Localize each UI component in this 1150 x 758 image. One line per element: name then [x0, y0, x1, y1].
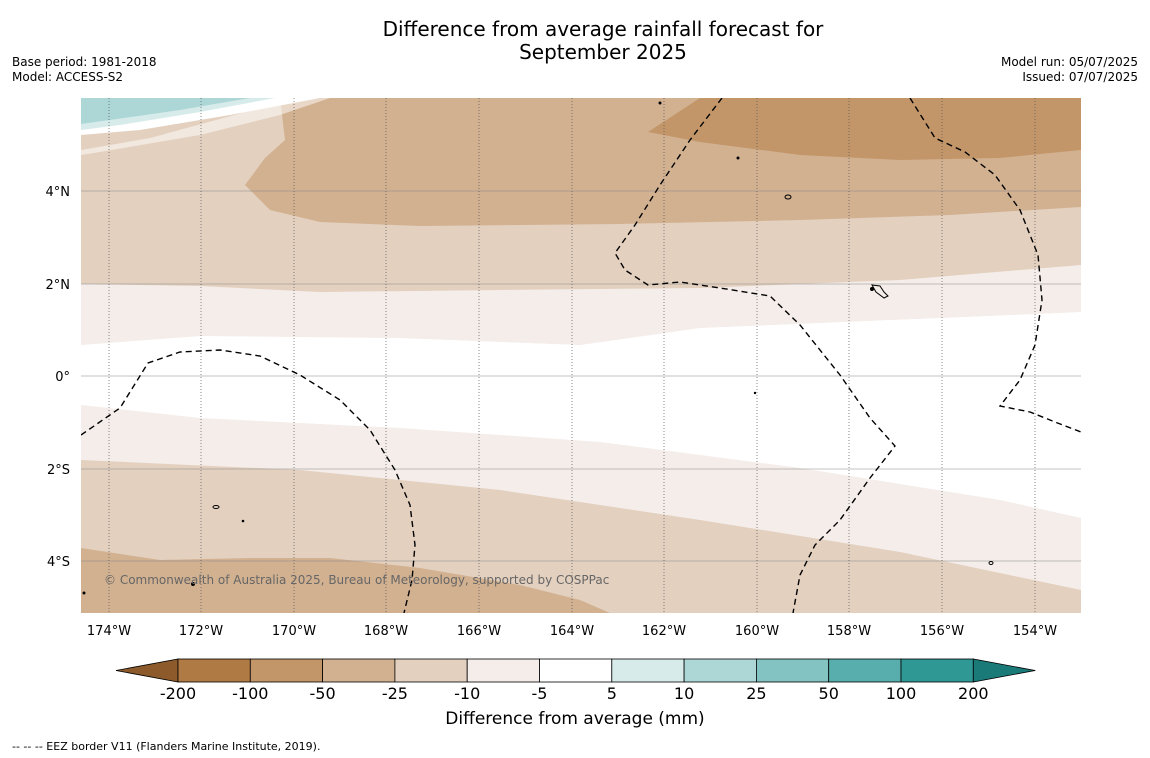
- islands: [82, 101, 994, 595]
- colorbar-tick-label: -25: [382, 684, 408, 703]
- colorbar-tick-label: -5: [532, 684, 548, 703]
- lon-label-174w: 174°W: [87, 624, 131, 639]
- copyright-text: © Commonwealth of Australia 2025, Bureau…: [104, 573, 609, 587]
- lon-label-168w: 168°W: [364, 624, 408, 639]
- model-name: Model: ACCESS-S2: [12, 70, 124, 84]
- colorbar-tick-label: 5: [607, 684, 617, 703]
- colorbar-tick-label: -200: [160, 684, 196, 703]
- lon-label-162w: 162°W: [642, 624, 686, 639]
- map-title: Difference from average rainfall forecas…: [0, 18, 1150, 64]
- issued-date: Issued: 07/07/2025: [1022, 70, 1138, 84]
- colorbar-extend-high: [972, 658, 1036, 683]
- lon-label-166w: 166°W: [457, 624, 501, 639]
- lat-label-4s: 4°S: [47, 555, 70, 570]
- title-line-1: Difference from average rainfall forecas…: [382, 17, 824, 41]
- colorbar-tick-label: -100: [232, 684, 268, 703]
- colorbar-extend-low: [115, 658, 179, 683]
- lat-label-2n: 2°N: [46, 278, 71, 293]
- lat-label-2s: 2°S: [47, 463, 70, 478]
- colorbar: -200 -100 -50 -25 -10 -5 5 10 25 50 100 200: [115, 658, 1036, 703]
- band-south-minus25: [81, 548, 610, 613]
- band-white-strip: [81, 98, 330, 155]
- band-plus10: [81, 98, 250, 124]
- colorbar-tick-label: 200: [958, 684, 989, 703]
- meta-right: Model run: 05/07/2025 Issued: 07/07/2025: [1001, 55, 1138, 85]
- lon-label-170w: 170°W: [272, 624, 316, 639]
- colorbar-tick-label: 100: [886, 684, 917, 703]
- colorbar-segment: [611, 658, 685, 683]
- eez-borders: [81, 98, 1081, 613]
- graticule: [81, 190, 1081, 562]
- lon-label-156w: 156°W: [920, 624, 964, 639]
- band-minus50: [648, 98, 1081, 160]
- colorbar-title: Difference from average (mm): [445, 709, 705, 729]
- meridians: [108, 98, 1036, 613]
- lat-labels: 4°N 2°N 0° 2°S 4°S: [46, 185, 71, 570]
- eez-footnote: -- -- -- EEZ border V11 (Flanders Marine…: [12, 740, 321, 753]
- lon-label-164w: 164°W: [550, 624, 594, 639]
- map-field: © Commonwealth of Australia 2025, Bureau…: [81, 98, 1081, 613]
- colorbar-segment: [249, 658, 324, 683]
- colorbar-segment: [322, 658, 396, 683]
- colorbar-segment: [683, 658, 757, 683]
- colorbar-segment: [394, 658, 468, 683]
- model-run: Model run: 05/07/2025: [1000, 55, 1138, 69]
- lat-label-0: 0°: [55, 370, 70, 385]
- lon-label-172w: 172°W: [179, 624, 223, 639]
- colorbar-segment: [539, 658, 613, 683]
- colorbar-tick-label: 10: [674, 684, 694, 703]
- colorbar-tick-label: 25: [746, 684, 766, 703]
- colorbar-segment: [828, 658, 902, 683]
- colorbar-segment: [756, 658, 830, 683]
- meta-left: Base period: 1981-2018 Model: ACCESS-S2: [12, 55, 157, 85]
- colorbar-tick-label: -10: [454, 684, 480, 703]
- colorbar-tick-label: 50: [819, 684, 839, 703]
- lat-label-4n: 4°N: [46, 185, 71, 200]
- colorbar-segment: [466, 658, 540, 683]
- lon-label-154w: 154°W: [1013, 624, 1057, 639]
- base-period: Base period: 1981-2018: [12, 55, 157, 69]
- colorbar-segment: [900, 658, 974, 683]
- lon-labels: 174°W 172°W 170°W 168°W 166°W 164°W 162°…: [87, 624, 1057, 639]
- lon-label-160w: 160°W: [735, 624, 779, 639]
- colorbar-segment: [177, 658, 251, 683]
- colorbar-tick-label: -50: [310, 684, 336, 703]
- title-line-2: September 2025: [519, 40, 687, 64]
- lon-label-158w: 158°W: [827, 624, 871, 639]
